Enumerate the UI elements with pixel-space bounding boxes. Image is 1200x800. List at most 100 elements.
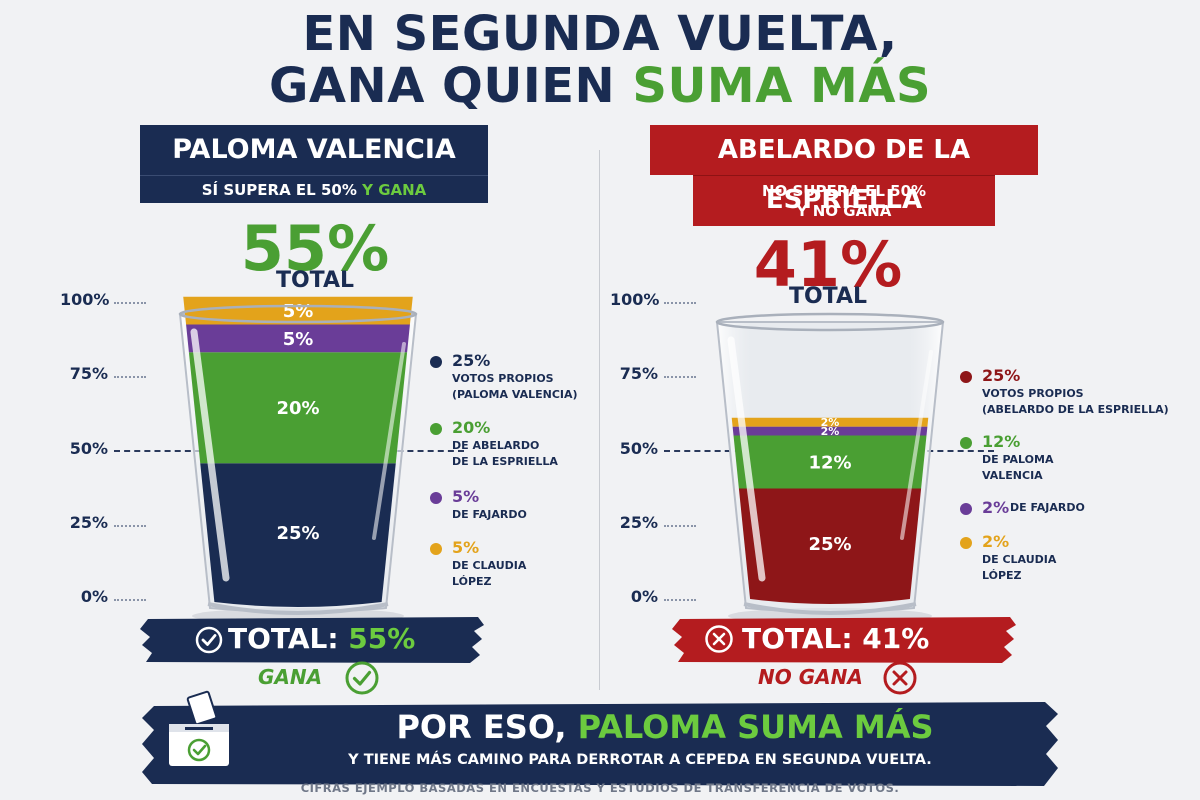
- y-tick-label: 75%: [69, 364, 108, 384]
- right-candidate-subtitle: NO SUPERA EL 50% Y NO GANA: [693, 175, 995, 226]
- right-ribbon-prefix: TOTAL:: [742, 622, 853, 655]
- legend-desc: DE PALOMA: [982, 453, 1054, 466]
- y-tick-label: 0%: [630, 587, 658, 606]
- legend-desc: DE CLAUDIA: [452, 559, 527, 572]
- legend-dot: [430, 492, 442, 504]
- legend-dot: [960, 437, 972, 449]
- right-ribbon-value: 41%: [862, 622, 930, 655]
- title-line-1: EN SEGUNDA VUELTA,: [302, 6, 898, 62]
- left-total-label: TOTAL: [275, 268, 355, 293]
- left-ribbon-value: 55%: [348, 622, 416, 655]
- legend-desc: DE CLAUDIA: [982, 553, 1057, 566]
- legend-desc: DE ABELARDO: [452, 439, 540, 452]
- legend-dot: [960, 537, 972, 549]
- footer-headline: POR ESO, PALOMA SUMA MÁS: [315, 708, 1015, 746]
- y-tick-label: 50%: [69, 438, 108, 458]
- right-total-ribbon: [672, 617, 1016, 663]
- glass-layer: [733, 435, 927, 489]
- glass-layer: [188, 352, 408, 464]
- legend-dot: [430, 543, 442, 555]
- glass-layer: [186, 324, 410, 353]
- right-verdict: NO GANA: [758, 665, 863, 689]
- y-tick-label: 0%: [80, 587, 108, 606]
- legend-desc: VALENCIA: [982, 469, 1043, 482]
- legend-desc: DE FAJARDO: [452, 508, 527, 521]
- legend-desc: DE FAJARDO: [1010, 501, 1085, 514]
- y-tick-label: 25%: [619, 512, 658, 532]
- glass-layer: [183, 296, 413, 325]
- check-circle-icon: [195, 626, 223, 654]
- glass-layer-label: 5%: [283, 329, 314, 350]
- legend-value: 2%: [982, 532, 1010, 551]
- y-tick-dots: [114, 302, 146, 304]
- y-tick-label: 100%: [60, 290, 110, 309]
- glass-layer: [738, 488, 922, 604]
- glass-layer-label: 2%: [821, 416, 840, 429]
- legend-desc: LÓPEZ: [982, 569, 1022, 582]
- right-subtitle-line-1: NO SUPERA EL 50%: [761, 182, 927, 200]
- legend-dot: [430, 356, 442, 368]
- glass-layer-label: 12%: [808, 452, 851, 473]
- left-subtitle-prefix: SÍ SUPERA EL 50%: [201, 181, 357, 199]
- y-tick-dots: [664, 599, 696, 601]
- check-circle-icon: [345, 661, 379, 695]
- legend-value: 12%: [982, 432, 1021, 451]
- left-total-percent: 55%: [240, 212, 390, 285]
- bottom-banner: [142, 702, 1058, 786]
- legend-desc: LÓPEZ: [452, 575, 492, 588]
- y-tick-dots: [664, 524, 696, 527]
- y-tick-dots: [114, 599, 146, 601]
- glass-layer-label: 25%: [808, 534, 851, 555]
- legend-value: 2%: [982, 498, 1010, 517]
- legend-value: 5%: [452, 487, 480, 506]
- right-ribbon-text: TOTAL: 41%: [742, 617, 942, 661]
- footer-headline-prefix: POR ESO,: [396, 708, 567, 746]
- glass-layer-label: 20%: [276, 398, 319, 419]
- footer-subline: Y TIENE MÁS CAMINO PARA DERROTAR A CEPED…: [348, 752, 932, 768]
- title-line-2-highlight: SUMA MÁS: [632, 58, 932, 114]
- y-tick-label: 75%: [619, 364, 658, 384]
- legend-desc: VOTOS PROPIOS: [452, 372, 554, 385]
- right-candidate-header: ABELARDO DE LA ESPRIELLA NO SUPERA EL 50…: [650, 125, 1038, 226]
- glass-layer: [731, 417, 929, 427]
- right-subtitle-line-2: Y NO GANA: [796, 202, 892, 220]
- y-tick-dots: [664, 302, 696, 304]
- legend-dot: [430, 423, 442, 435]
- y-tick-label: 50%: [619, 438, 658, 458]
- y-tick-dots: [664, 376, 696, 379]
- y-tick-dots: [114, 376, 146, 379]
- glass-layer-label: 25%: [276, 523, 319, 544]
- legend-value: 20%: [452, 418, 491, 437]
- legend-value: 5%: [452, 538, 480, 557]
- left-ribbon-prefix: TOTAL:: [228, 622, 339, 655]
- legend-dot: [960, 503, 972, 515]
- y-tick-label: 25%: [69, 512, 108, 532]
- left-total-ribbon: [140, 617, 484, 663]
- legend-desc: (ABELARDO DE LA ESPRIELLA): [982, 403, 1169, 416]
- legend-value: 25%: [982, 366, 1021, 385]
- left-ribbon-text: TOTAL: 55%: [228, 617, 418, 661]
- legend-value: 25%: [452, 351, 491, 370]
- legend-dot: [960, 371, 972, 383]
- left-verdict: GANA: [258, 665, 323, 689]
- right-total-label: TOTAL: [788, 284, 868, 309]
- title-line-2: GANA QUIEN SUMA MÁS: [0, 58, 1200, 114]
- left-candidate-header: PALOMA VALENCIA SÍ SUPERA EL 50% Y GANA: [140, 125, 488, 203]
- glass-layer-label: 5%: [283, 301, 314, 322]
- footnote: CIFRAS EJEMPLO BASADAS EN ENCUESTAS Y ES…: [300, 781, 900, 795]
- legend-desc: VOTOS PROPIOS: [982, 387, 1084, 400]
- left-candidate-name: PALOMA VALENCIA: [140, 125, 488, 175]
- title-line-2-prefix: GANA QUIEN: [268, 58, 616, 114]
- footer-headline-highlight: PALOMA SUMA MÁS: [577, 708, 934, 746]
- right-glass-chart: 25% 12% 2%2%: [715, 312, 945, 620]
- center-divider: [599, 150, 600, 690]
- right-candidate-name: ABELARDO DE LA ESPRIELLA: [650, 125, 1038, 215]
- left-candidate-subtitle: SÍ SUPERA EL 50% Y GANA: [140, 175, 488, 203]
- x-circle-icon: [705, 625, 733, 653]
- y-tick-dots: [114, 524, 146, 527]
- right-total-percent: 41%: [753, 228, 903, 301]
- glass-layer: [732, 426, 928, 436]
- y-tick-label: 100%: [610, 290, 660, 309]
- ballot-box-icon: [169, 690, 229, 766]
- glass-layer: [200, 463, 396, 607]
